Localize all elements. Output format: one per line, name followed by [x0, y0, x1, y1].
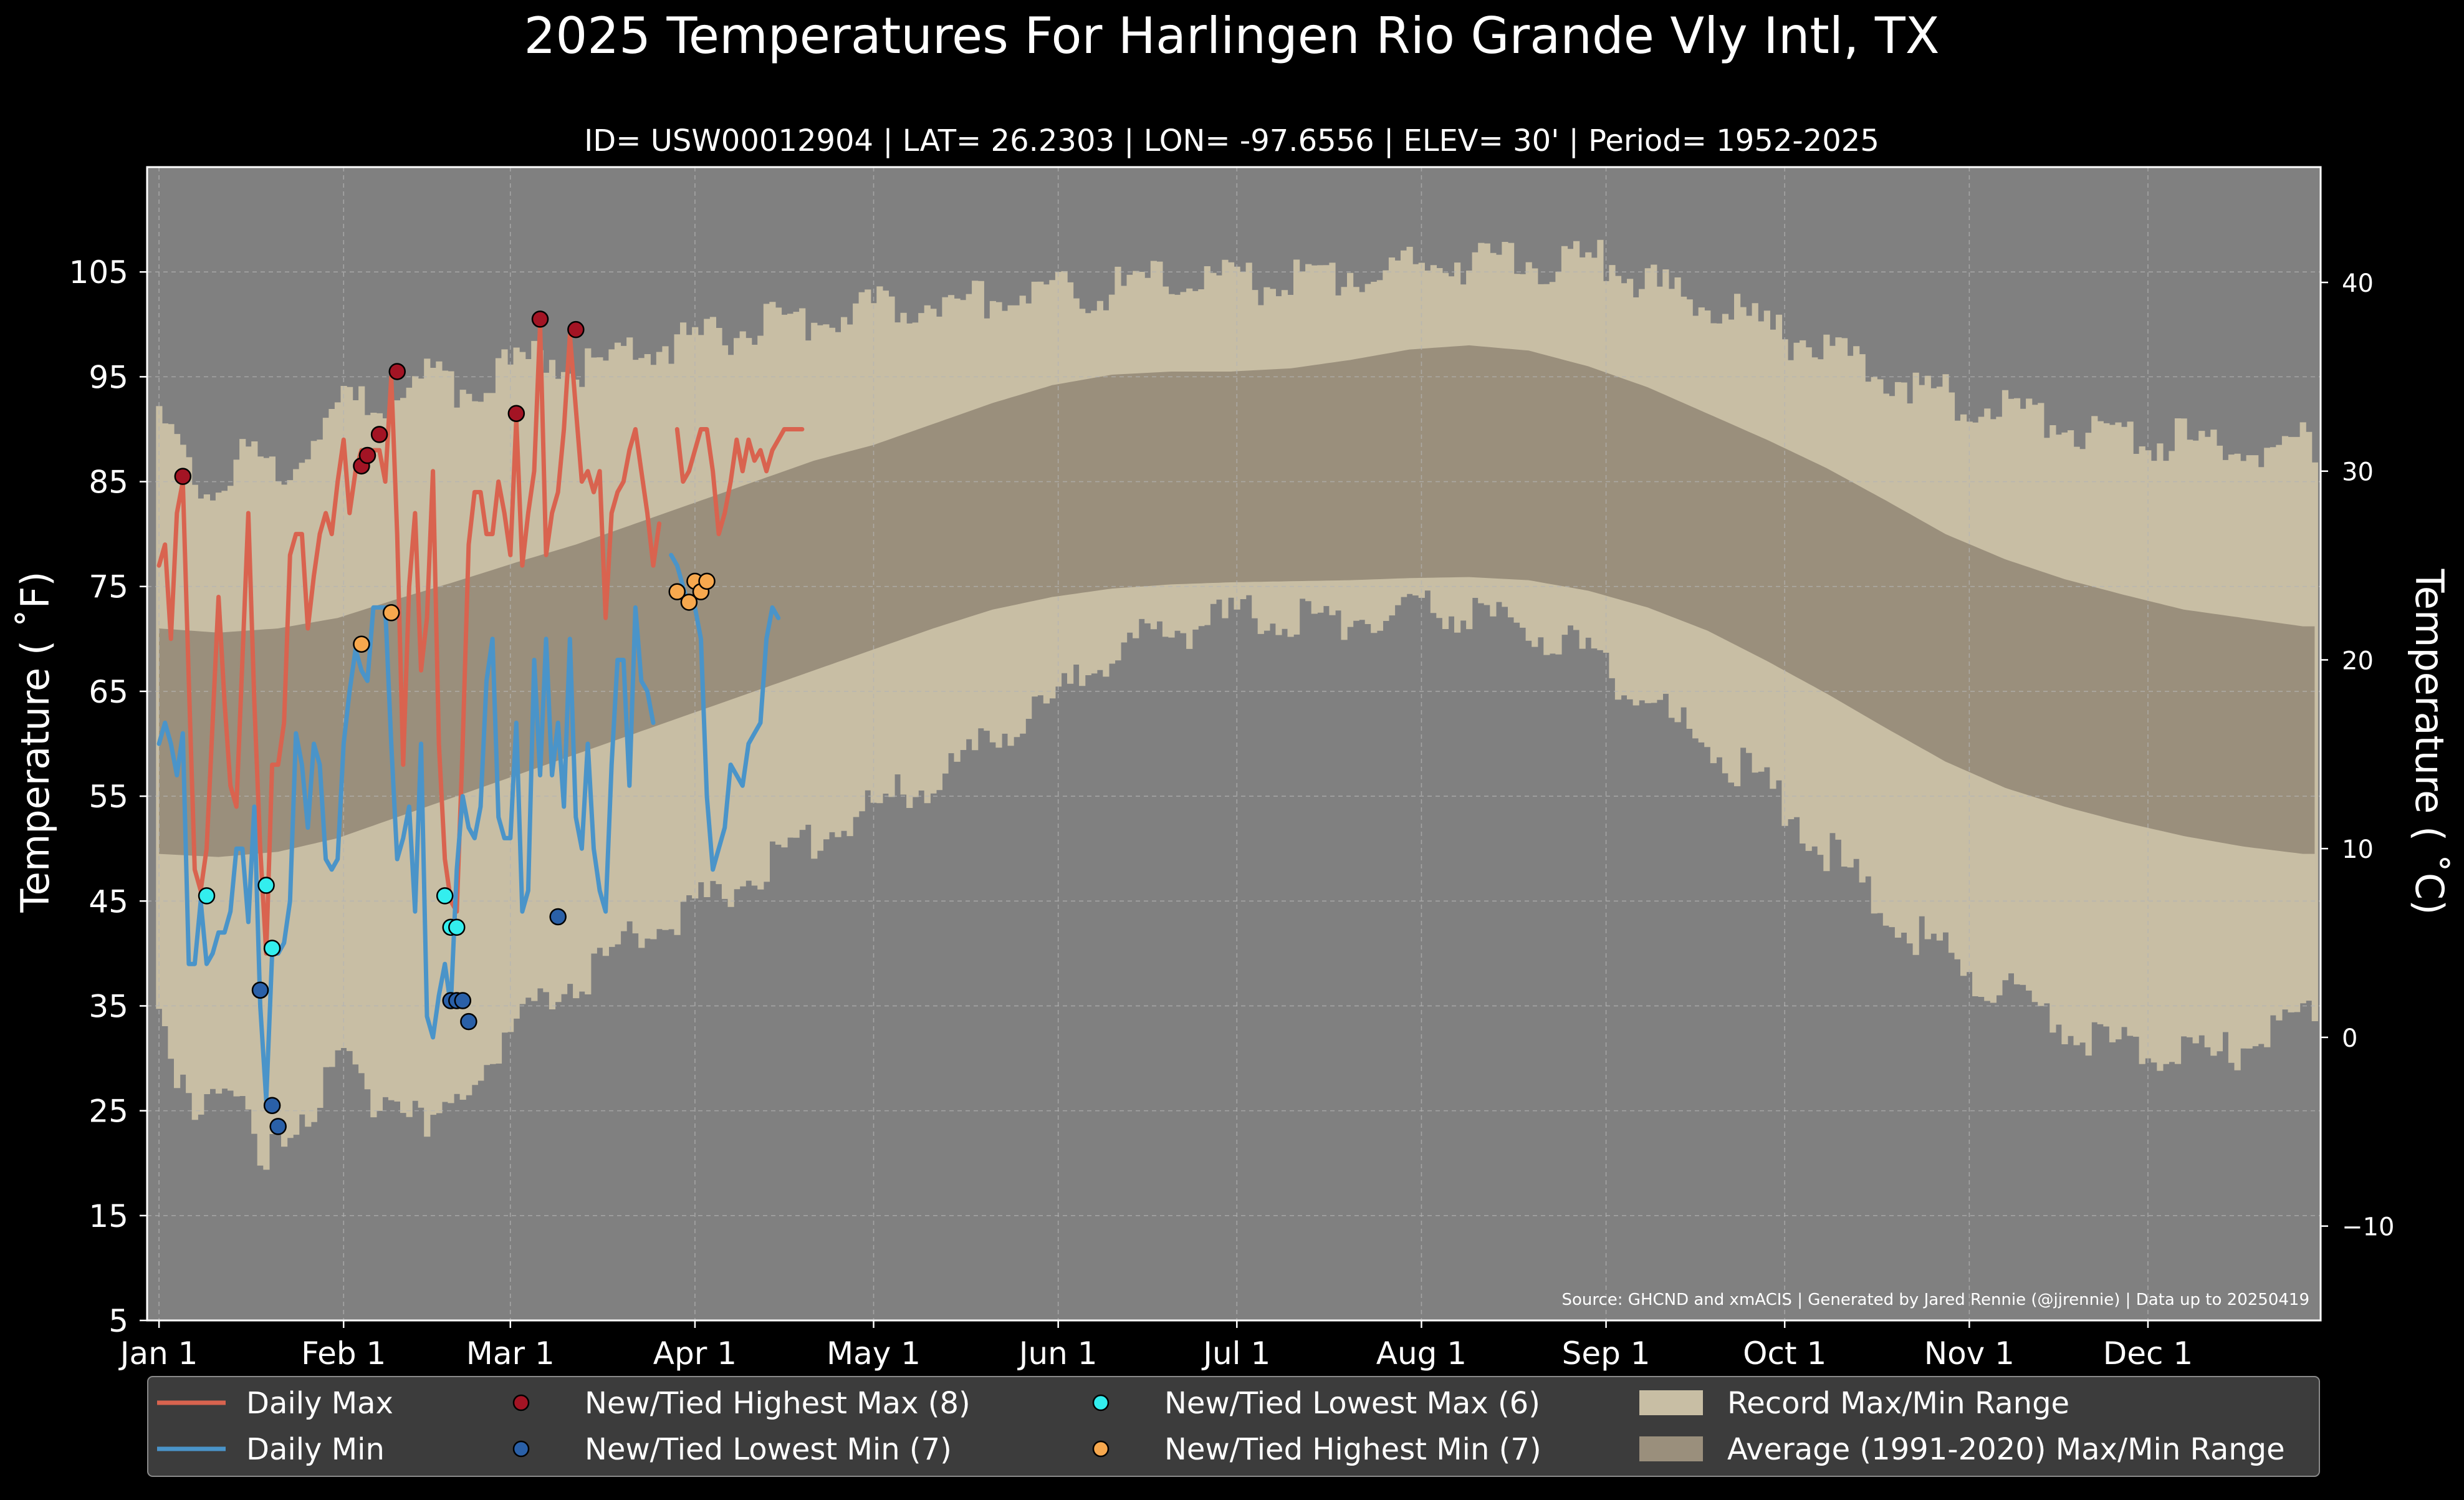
- new-lowest-min-point-group: [251, 908, 567, 1135]
- plot-area: [147, 167, 2321, 1321]
- new-highest-max-point: [358, 446, 376, 464]
- y-right-tick-label: 20: [2342, 647, 2374, 675]
- new-highest-min-point: [353, 635, 370, 653]
- y-axis-label-right: Temperature ( ˚C): [2407, 569, 2452, 915]
- legend-swatch-marker: [512, 1440, 530, 1458]
- legend-label: New/Tied Lowest Max (6): [1164, 1386, 1540, 1421]
- new-highest-min-point-group: [353, 572, 716, 653]
- legend-label: Daily Min: [246, 1432, 385, 1467]
- legend-box: [147, 1376, 2320, 1477]
- x-tick-label: Jun 1: [1017, 1335, 1098, 1372]
- new-highest-min-point: [668, 583, 686, 600]
- x-tick-label: May 1: [827, 1335, 921, 1372]
- y-right-tick-label: −10: [2342, 1213, 2394, 1242]
- x-tick-label: Oct 1: [1743, 1335, 1826, 1372]
- y-tick-label: 95: [89, 359, 128, 395]
- y-tick-label: 25: [89, 1094, 128, 1130]
- y-tick-label: 55: [89, 779, 128, 815]
- y-axis-label-left: Temperature ( ˚F): [12, 571, 58, 913]
- new-highest-max-point: [370, 426, 388, 443]
- y-tick-label: 65: [89, 674, 128, 710]
- y-tick-label: 105: [69, 254, 128, 291]
- chart-subtitle: ID= USW00012904 | LAT= 26.2303 | LON= -9…: [584, 123, 1879, 158]
- y-right-tick-label: 10: [2342, 835, 2374, 864]
- new-lowest-max-point: [263, 940, 281, 957]
- x-tick-label: Aug 1: [1376, 1335, 1467, 1372]
- legend-swatch-marker: [1092, 1394, 1110, 1411]
- new-highest-max-point: [174, 468, 192, 485]
- new-lowest-min-point: [251, 981, 269, 999]
- new-highest-max-point: [531, 310, 549, 328]
- x-tick-label: Dec 1: [2103, 1335, 2193, 1372]
- new-highest-max-point: [388, 363, 406, 380]
- y-right-tick-label: 0: [2342, 1024, 2357, 1053]
- legend-label: New/Tied Highest Max (8): [585, 1386, 971, 1421]
- new-lowest-max-point: [198, 887, 216, 905]
- x-tick-label: Apr 1: [653, 1335, 737, 1372]
- new-lowest-min-point: [269, 1118, 287, 1135]
- x-tick-label: Jan 1: [118, 1335, 198, 1372]
- chart-title: 2025 Temperatures For Harlingen Rio Gran…: [524, 7, 1939, 65]
- y-tick-label: 45: [89, 883, 128, 920]
- new-highest-max-point-group: [174, 310, 585, 485]
- legend-label: New/Tied Lowest Min (7): [585, 1432, 952, 1467]
- legend-swatch-patch: [1639, 1390, 1703, 1415]
- y-tick-label: 85: [89, 464, 128, 501]
- new-highest-min-point: [698, 572, 716, 590]
- y-tick-label: 75: [89, 569, 128, 605]
- x-tick-label: Feb 1: [301, 1335, 386, 1372]
- y-right-tick-label: 30: [2342, 458, 2374, 487]
- grid-lines: [147, 167, 2321, 1321]
- x-tick-label: Mar 1: [466, 1335, 555, 1372]
- new-lowest-max-point: [436, 887, 454, 905]
- x-tick-label: Nov 1: [1924, 1335, 2015, 1372]
- legend-swatch-marker: [1092, 1440, 1110, 1458]
- new-highest-min-point: [680, 594, 698, 611]
- average-range-band: [159, 345, 2315, 857]
- y-tick-label: 35: [89, 988, 128, 1024]
- legend-label: New/Tied Highest Min (7): [1164, 1432, 1541, 1467]
- new-lowest-min-point: [549, 908, 567, 926]
- new-highest-min-point: [382, 604, 400, 622]
- y-tick-label: 15: [89, 1198, 128, 1234]
- new-lowest-min-point: [460, 1012, 477, 1031]
- new-lowest-min-point: [454, 992, 472, 1009]
- axes: 5 15 25 35 45 55 65 75 85 95 105 Jan 1 Feb 1 Mar 1 Apr…: [69, 166, 2394, 1372]
- new-highest-max-point: [567, 320, 585, 339]
- new-highest-max-point: [507, 405, 525, 422]
- plot-frame: [146, 166, 2322, 1322]
- new-lowest-min-point: [263, 1097, 281, 1114]
- legend: Daily Max Daily Min New/Tied Highest Max (…: [147, 1376, 2320, 1477]
- x-tick-label: Sep 1: [1562, 1335, 1651, 1372]
- legend-label: Average (1991-2020) Max/Min Range: [1727, 1432, 2285, 1467]
- legend-swatch-marker: [512, 1394, 530, 1411]
- source-text: Source: GHCND and xmACIS | Generated by …: [1561, 1291, 2309, 1309]
- new-lowest-max-point: [257, 877, 275, 894]
- daily-max-line: [156, 322, 805, 956]
- legend-label: Daily Max: [246, 1386, 393, 1421]
- y-tick-label: 5: [108, 1303, 128, 1339]
- legend-label: Record Max/Min Range: [1727, 1386, 2069, 1421]
- y-right-tick-label: 40: [2342, 269, 2374, 298]
- new-lowest-max-point-group: [198, 877, 466, 957]
- x-tick-label: Jul 1: [1201, 1335, 1270, 1372]
- legend-swatch-patch: [1639, 1436, 1703, 1461]
- new-lowest-max-point: [448, 918, 466, 936]
